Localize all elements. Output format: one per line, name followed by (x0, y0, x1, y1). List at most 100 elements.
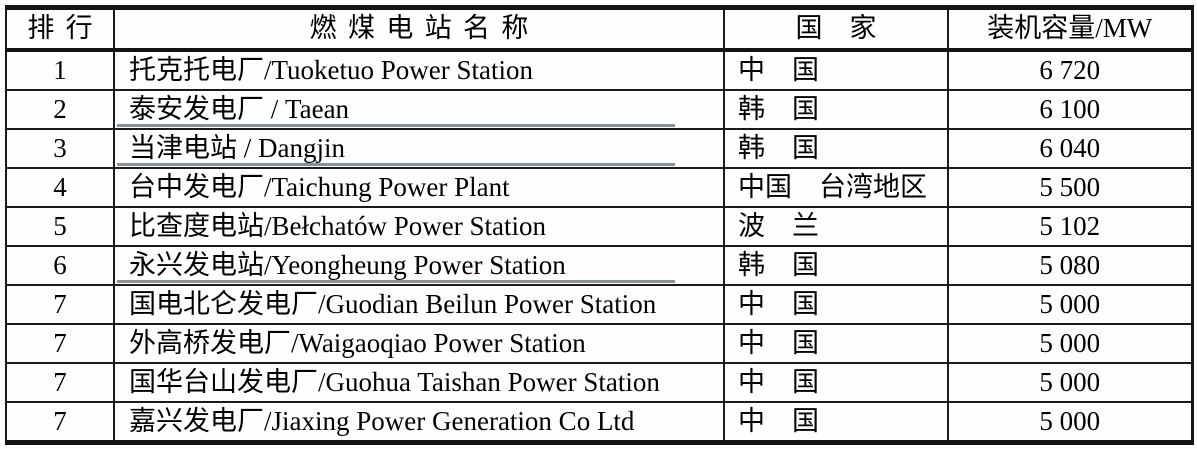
table-body: 1 托克托电厂/Tuoketuo Power Station 中 国 6 720 2 泰安… (5, 49, 1193, 444)
table-row: 6 永兴发电站/Yeongheung Power Station 韩 国 5 080 (5, 245, 1193, 286)
country-cell: 韩 国 (723, 128, 949, 169)
station-name-cell-text: 托克托电厂/Tuoketuo Power Station (129, 54, 534, 85)
table-row: 7 嘉兴发电厂/Jiaxing Power Generation Co Ltd 中 … (5, 401, 1193, 444)
station-name-cell-text: 当津电站 / Dangjin (129, 132, 345, 163)
station-name-cell: 台中发电厂/Taichung Power Plant (113, 167, 725, 208)
country-cell: 波 兰 (723, 206, 949, 247)
header-station-name-label: 燃煤电站名称 (309, 13, 540, 44)
country-cell: 中 国 (723, 362, 949, 403)
rank-cell-text: 5 (53, 210, 67, 241)
table-row: 7 国华台山发电厂/Guohua Taishan Power Station 中 国… (5, 362, 1193, 403)
capacity-cell-text: 5 000 (1039, 288, 1101, 319)
name-underline (117, 163, 675, 166)
station-name-cell-text: 永兴发电站/Yeongheung Power Station (129, 249, 566, 280)
station-name-cell-text: 嘉兴发电厂/Jiaxing Power Generation Co Ltd (129, 405, 635, 436)
capacity-cell: 5 000 (947, 362, 1193, 403)
coal-power-stations-table: 排行 燃煤电站名称 国 家 装机容量/MW 1 托克托电厂/Tuoketuo Po… (5, 5, 1194, 445)
country-cell-text: 中国 台湾地区 (738, 171, 927, 202)
rank-cell: 1 (5, 49, 115, 91)
station-name-cell-text: 台中发电厂/Taichung Power Plant (129, 171, 510, 202)
rank-cell-text: 1 (53, 54, 67, 85)
rank-cell-text: 7 (53, 366, 67, 397)
table-row: 5 比查度电站/Bełchatów Power Station 波 兰 5 102 (5, 206, 1193, 247)
capacity-cell-text: 5 000 (1039, 327, 1101, 358)
capacity-cell: 6 040 (947, 128, 1193, 169)
station-name-cell-text: 国电北仑发电厂/Guodian Beilun Power Station (129, 288, 657, 319)
country-cell-text: 韩 国 (738, 93, 819, 124)
rank-cell-text: 7 (53, 327, 67, 358)
capacity-cell: 5 000 (947, 401, 1193, 444)
capacity-cell-text: 5 000 (1039, 405, 1101, 436)
station-name-cell: 国电北仑发电厂/Guodian Beilun Power Station (113, 284, 725, 325)
country-cell-text: 中 国 (738, 288, 819, 319)
capacity-cell: 5 080 (947, 245, 1193, 286)
station-name-cell-text: 国华台山发电厂/Guohua Taishan Power Station (129, 366, 660, 397)
country-cell-text: 中 国 (738, 405, 819, 436)
country-cell-text: 波 兰 (738, 210, 819, 241)
rank-cell-text: 3 (53, 132, 67, 163)
rank-cell: 2 (5, 89, 115, 130)
country-cell-text: 中 国 (738, 327, 819, 358)
station-name-cell: 比查度电站/Bełchatów Power Station (113, 206, 725, 247)
capacity-cell-text: 5 500 (1039, 171, 1101, 202)
capacity-cell: 5 102 (947, 206, 1193, 247)
table-row: 1 托克托电厂/Tuoketuo Power Station 中 国 6 720 (5, 49, 1193, 91)
station-name-cell: 泰安发电厂 / Taean (113, 89, 725, 130)
station-name-cell: 托克托电厂/Tuoketuo Power Station (113, 49, 725, 91)
header-country-label: 国 家 (795, 13, 877, 44)
station-name-cell: 嘉兴发电厂/Jiaxing Power Generation Co Ltd (113, 401, 725, 444)
capacity-cell-text: 5 102 (1039, 210, 1101, 241)
station-name-cell: 永兴发电站/Yeongheung Power Station (113, 245, 725, 286)
rank-cell: 7 (5, 362, 115, 403)
capacity-cell: 5 000 (947, 284, 1193, 325)
capacity-cell: 5 500 (947, 167, 1193, 208)
header-capacity: 装机容量/MW (947, 6, 1193, 52)
header-rank-label: 排行 (27, 13, 104, 44)
country-cell-text: 中 国 (738, 366, 819, 397)
capacity-cell-text: 5 080 (1039, 249, 1101, 280)
country-cell-text: 韩 国 (738, 249, 819, 280)
rank-cell: 6 (5, 245, 115, 286)
rank-cell-text: 2 (53, 93, 67, 124)
rank-cell-text: 4 (53, 171, 67, 202)
country-cell: 中国 台湾地区 (723, 167, 949, 208)
header-station-name: 燃煤电站名称 (113, 6, 725, 52)
header-rank: 排行 (5, 6, 115, 52)
table-row: 2 泰安发电厂 / Taean 韩 国 6 100 (5, 89, 1193, 130)
country-cell: 中 国 (723, 401, 949, 444)
country-cell: 中 国 (723, 323, 949, 364)
header-country: 国 家 (723, 6, 949, 52)
country-cell-text: 韩 国 (738, 132, 819, 163)
table-row: 4 台中发电厂/Taichung Power Plant 中国 台湾地区 5 500 (5, 167, 1193, 208)
country-cell: 中 国 (723, 49, 949, 91)
capacity-cell: 6 720 (947, 49, 1193, 91)
rank-cell: 5 (5, 206, 115, 247)
station-name-cell: 外高桥发电厂/Waigaoqiao Power Station (113, 323, 725, 364)
country-cell: 韩 国 (723, 89, 949, 130)
header-capacity-label: 装机容量/MW (987, 13, 1153, 44)
rank-cell: 7 (5, 401, 115, 444)
country-cell: 中 国 (723, 284, 949, 325)
rank-cell: 7 (5, 284, 115, 325)
capacity-cell-text: 6 100 (1039, 93, 1101, 124)
capacity-cell-text: 6 040 (1039, 132, 1101, 163)
station-name-cell: 国华台山发电厂/Guohua Taishan Power Station (113, 362, 725, 403)
table-row: 7 外高桥发电厂/Waigaoqiao Power Station 中 国 5 000 (5, 323, 1193, 364)
rank-cell-text: 6 (53, 249, 67, 280)
capacity-cell: 5 000 (947, 323, 1193, 364)
country-cell-text: 中 国 (738, 54, 819, 85)
rank-cell-text: 7 (53, 288, 67, 319)
station-name-cell-text: 外高桥发电厂/Waigaoqiao Power Station (129, 327, 586, 358)
header-row: 排行 燃煤电站名称 国 家 装机容量/MW (5, 6, 1193, 52)
country-cell: 韩 国 (723, 245, 949, 286)
station-name-cell-text: 比查度电站/Bełchatów Power Station (129, 210, 546, 241)
name-underline (117, 280, 675, 283)
capacity-cell-text: 5 000 (1039, 366, 1101, 397)
capacity-cell: 6 100 (947, 89, 1193, 130)
rank-cell: 3 (5, 128, 115, 169)
table-row: 3 当津电站 / Dangjin 韩 国 6 040 (5, 128, 1193, 169)
table-header: 排行 燃煤电站名称 国 家 装机容量/MW (5, 6, 1193, 52)
station-name-cell: 当津电站 / Dangjin (113, 128, 725, 169)
rank-cell: 4 (5, 167, 115, 208)
